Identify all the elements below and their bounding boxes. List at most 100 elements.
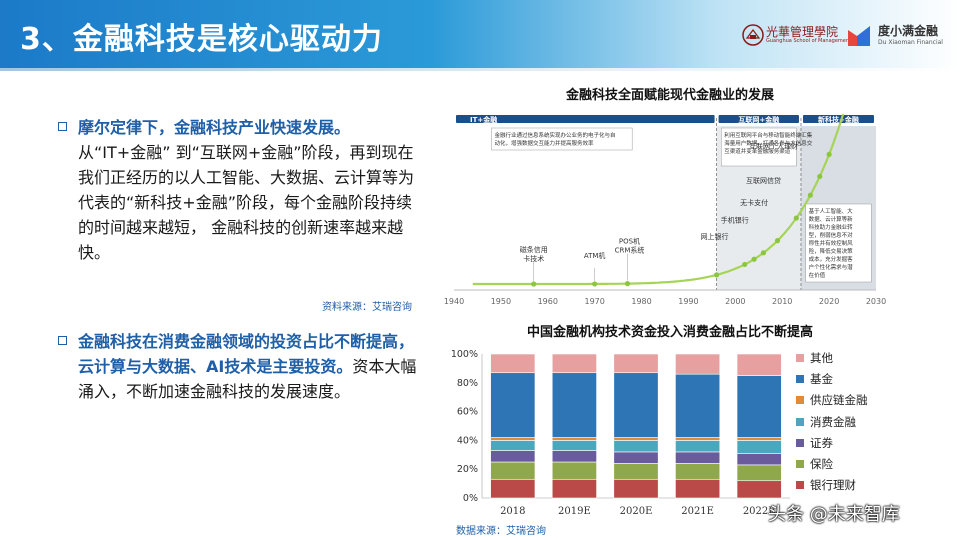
bar-segment — [736, 353, 782, 376]
phase-note-text: 成本，充分发掘客 — [809, 255, 854, 263]
bullet-moore-law: 摩尔定律下，金融科技产业快速发展。从“IT+金融” 到“互联网+金融”阶段，再到… — [58, 115, 418, 265]
bar-segment — [736, 375, 782, 438]
legend-item: 其他 — [796, 350, 906, 371]
phase-note-text: 科技助力金融业转 — [809, 223, 854, 231]
bar-segment — [613, 353, 659, 374]
bar-segment — [675, 437, 721, 441]
timeline-tick-label: 1980 — [631, 297, 651, 306]
duxiaoman-logo-sub: Du Xiaoman Financial — [878, 39, 943, 46]
bar-segment — [613, 463, 659, 480]
pku-guanghua-logo: 光華管理學院 Guanghua School of Management — [742, 22, 851, 48]
legend-swatch — [796, 375, 804, 384]
milestone-dot — [742, 261, 748, 268]
y-tick-label: 100% — [451, 349, 478, 360]
bar-segment — [736, 453, 782, 466]
milestone-dot — [751, 256, 757, 262]
bar-segment — [490, 478, 536, 499]
x-tick-label: 2020E — [620, 506, 653, 517]
phase-note-text: 基于人工智能、大 — [809, 207, 854, 215]
bar-segment — [551, 437, 597, 441]
phase-note-text: 户个性化需求与潜 — [809, 263, 854, 271]
pku-seal-icon — [742, 24, 764, 46]
timeline-tick-label: 2020 — [819, 297, 839, 306]
page-title: 3、金融科技是核心驱动力 — [20, 22, 383, 57]
phase-note-box — [805, 203, 872, 283]
bar-segment — [736, 464, 782, 482]
timeline-tick-label: 1970 — [584, 297, 604, 306]
bar-segment — [736, 440, 782, 454]
duxiaoman-mark-icon — [848, 26, 870, 46]
phase-banner — [456, 115, 715, 123]
bar-segment — [675, 451, 721, 464]
phase-note-text: 金融行业通过信息系统实现办公业务的电子化与自 — [495, 131, 616, 139]
legend-label: 保险 — [810, 456, 833, 471]
y-tick-label: 80% — [457, 378, 478, 389]
legend-item: 银行理财 — [796, 477, 906, 498]
x-tick-label: 2022E — [743, 506, 776, 517]
timeline-tick-label: 1950 — [491, 297, 511, 306]
milestone-dot — [774, 238, 781, 244]
phase-banner — [718, 115, 799, 123]
phase-note-text: 互渠道并变革金融服务渠道 — [724, 147, 791, 155]
bar-segment — [736, 480, 782, 499]
phase-note-box — [491, 127, 633, 151]
legend-swatch — [796, 459, 804, 468]
legend-label: 其他 — [810, 351, 833, 365]
pku-logo-name: 光華管理學院 — [766, 25, 839, 39]
bar-segment — [675, 373, 721, 438]
source-note-2: 数据来源：艾瑞咨询 — [456, 526, 546, 537]
legend-swatch — [796, 417, 804, 426]
milestone-dot — [807, 192, 813, 198]
legend-label: 基金 — [810, 372, 833, 387]
bar-segment — [675, 463, 721, 480]
fintech-timeline-diagram: IT+金融 互联网+金融 新科技+金融金融行业通过信息系统实现办公业务的电子化与自动… — [444, 104, 886, 306]
legend-swatch — [796, 481, 804, 490]
milestone-dot — [760, 250, 767, 256]
watermark: 头条 @未来智库 — [768, 504, 900, 525]
phase-label: 互联网+金融 — [738, 115, 779, 124]
milestone-dot — [624, 281, 631, 287]
milestone-label: 网上银行 — [701, 232, 729, 241]
phase-note-text: 数据、云计算等新 — [809, 215, 854, 223]
timeline-tick-label: 1940 — [444, 297, 464, 306]
bar-segment — [490, 353, 536, 374]
timeline-title: 金融科技全面赋能现代金融业的发展 — [565, 88, 774, 103]
phase-note-text: 称性并有效控制风 — [809, 239, 854, 247]
legend-swatch — [796, 438, 804, 447]
legend-item: 基金 — [796, 371, 906, 392]
x-tick-label: 2018 — [500, 506, 525, 517]
source-note-1: 资料来源：艾瑞咨询 — [322, 302, 412, 313]
bar-segment — [613, 478, 659, 499]
bar-segment — [490, 372, 536, 438]
header-underline — [0, 68, 960, 71]
milestone-label: 智能网点 — [792, 104, 820, 105]
timeline-tick-label: 1960 — [538, 297, 558, 306]
stacked-bar-chart: 0% 20% 40% 60% 80% 100% 2018 2019E 2020E 2021E 202… — [451, 349, 790, 517]
bullet-square-icon — [58, 122, 67, 131]
chart-title: 中国金融机构技术资金投入消费金融占比不断提高 — [526, 325, 813, 340]
milestone-dot — [793, 215, 799, 221]
legend-swatch — [796, 354, 804, 362]
timeline-tick-label: 2000 — [725, 297, 745, 306]
phase-note-text: 在价值 — [809, 271, 826, 279]
milestone-label: 手机银行 — [721, 215, 749, 224]
legend-label: 银行理财 — [810, 478, 856, 493]
phase-note-text: 型，削弱信息不对 — [809, 231, 854, 239]
bar-segment — [490, 450, 536, 463]
bar-segment — [551, 353, 597, 374]
bar-segment — [490, 437, 536, 441]
y-tick-label: 20% — [457, 464, 478, 475]
bullet-2-text: 资本大幅涌入，不断加速金融科技的发展速度。 — [78, 357, 417, 401]
y-tick-label: 0% — [463, 493, 478, 504]
phase-note-box — [721, 127, 797, 167]
bar-segment — [551, 461, 597, 480]
duxiaoman-logo-name: 度小满金融 — [878, 24, 939, 38]
milestone-dot — [817, 173, 823, 180]
legend-item: 保险 — [796, 456, 906, 477]
bar-segment — [490, 461, 536, 480]
bar-segment — [551, 478, 597, 499]
legend-label: 消费金融 — [810, 414, 856, 429]
bullet-investment: 金融科技在消费金融领域的投资占比不断提高，云计算与大数据、AI技术是主要投资。资… — [58, 329, 418, 404]
bar-segment — [736, 437, 782, 441]
phase-banner — [802, 115, 874, 123]
